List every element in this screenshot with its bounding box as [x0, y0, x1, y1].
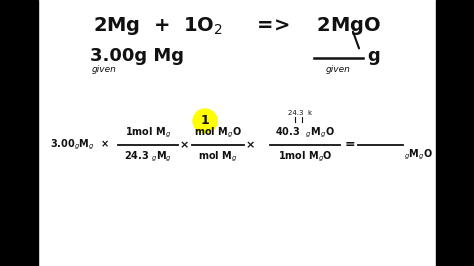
Text: 3.00g Mg: 3.00g Mg: [90, 47, 184, 65]
Text: given: given: [91, 65, 117, 74]
Text: =: =: [345, 139, 356, 152]
Text: 24.3 $_{g}$M$_g$: 24.3 $_{g}$M$_g$: [124, 150, 172, 164]
Circle shape: [193, 109, 217, 133]
Text: 2Mg  +  1O$_2$     =>    2MgO: 2Mg + 1O$_2$ => 2MgO: [93, 15, 381, 37]
Text: ×: ×: [246, 140, 255, 150]
Text: 1: 1: [201, 114, 210, 127]
Text: mol M$_g$O: mol M$_g$O: [194, 126, 242, 140]
Bar: [436, 0, 474, 266]
Text: 1mol M$_g$O: 1mol M$_g$O: [278, 150, 332, 164]
Bar: [0, 0, 38, 266]
Text: 40.3  $_{g}$M$_g$O: 40.3 $_{g}$M$_g$O: [275, 126, 335, 140]
Text: $_{g}$M$_g$O: $_{g}$M$_g$O: [404, 148, 433, 162]
Text: g: g: [367, 47, 380, 65]
Text: 3.00$_g$M$_g$  ×: 3.00$_g$M$_g$ ×: [50, 138, 109, 152]
Text: ×: ×: [179, 140, 189, 150]
Text: given: given: [326, 65, 350, 74]
Text: mol M$_g$: mol M$_g$: [198, 150, 238, 164]
Text: 24.3  k: 24.3 k: [288, 110, 312, 116]
Text: 1mol M$_g$: 1mol M$_g$: [125, 126, 171, 140]
